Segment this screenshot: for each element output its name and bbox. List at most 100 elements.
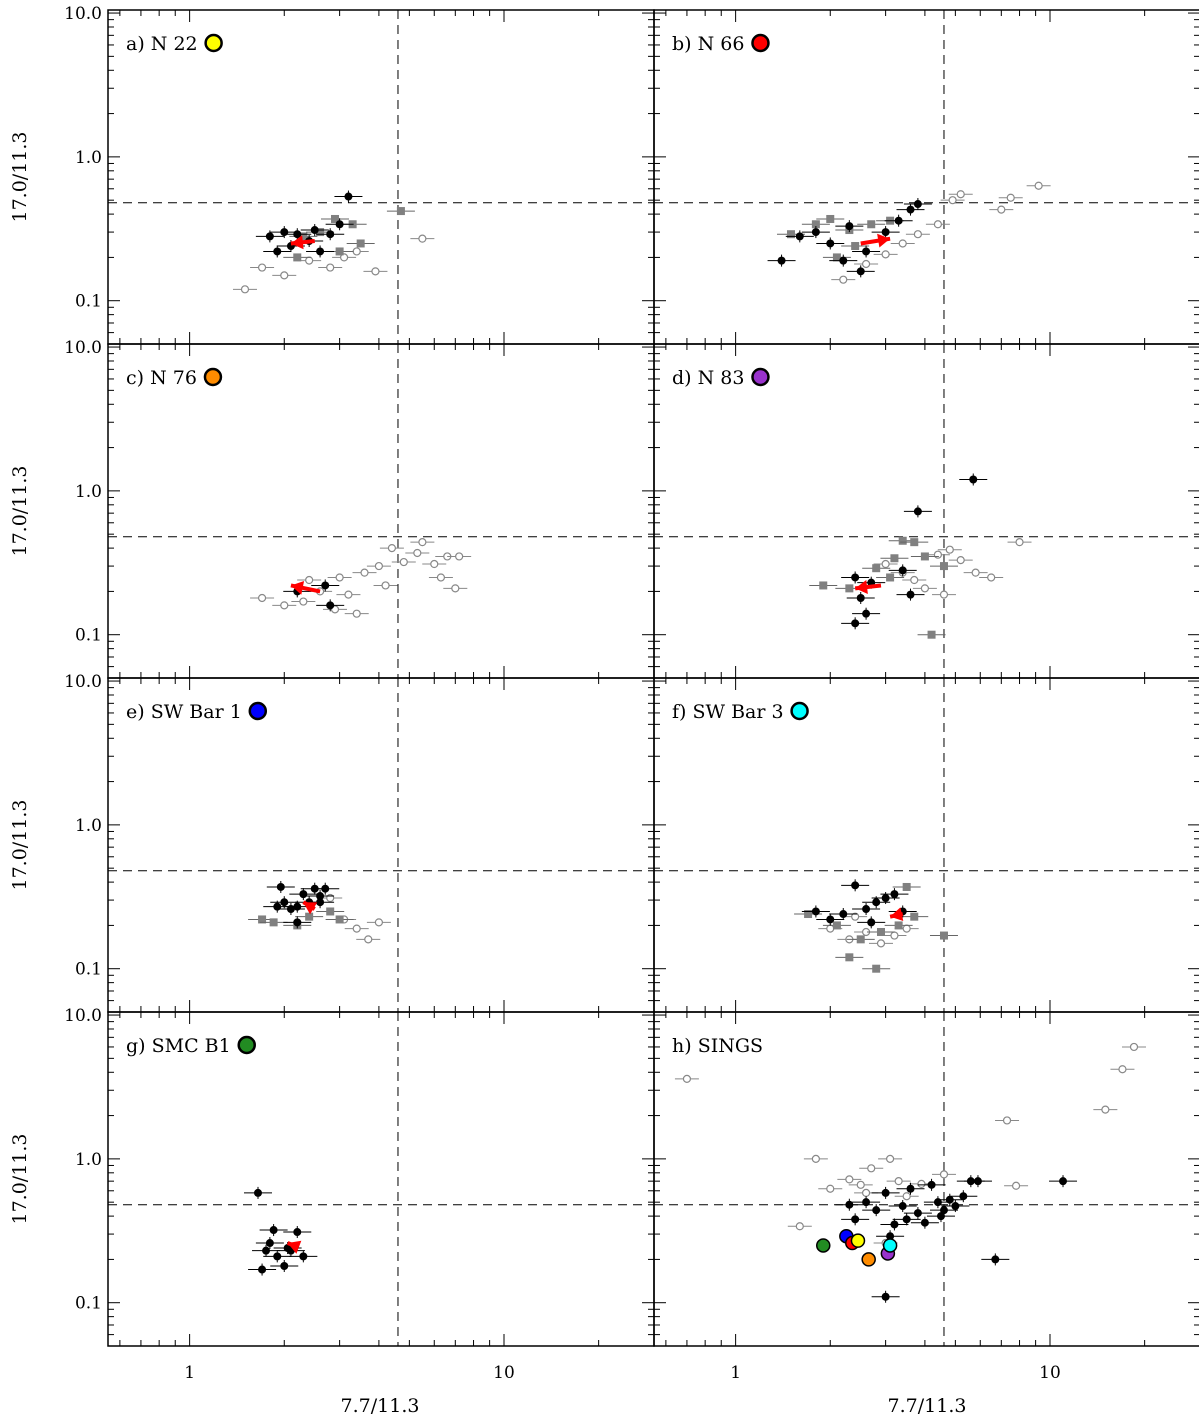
y-tick-label: 10.0 [64,4,102,24]
data-point-square [939,931,948,940]
data-point-filled [872,898,881,907]
y-tick-label: 1.0 [75,482,102,502]
data-point-open [913,230,922,239]
data-point-open [845,1175,854,1184]
data-point-filled [326,601,335,610]
data-point-filled [902,1215,911,1224]
data-point-filled [959,1192,968,1201]
data-point-filled [280,228,289,237]
data-point-square [335,915,344,924]
data-point-filled [991,1255,1000,1264]
data-point-open [1034,181,1043,190]
data-point-open [971,568,980,577]
data-point-square [902,882,911,891]
panel-label: g) SMC B1 [126,1035,231,1057]
data-point-filled [280,898,289,907]
data-point-open [257,593,267,603]
data-point-filled [845,1200,854,1209]
data-point-filled [845,222,854,231]
data-point-square [886,573,895,582]
data-point-open [1006,193,1015,202]
data-point-open [280,601,289,610]
data-point-filled [826,239,835,248]
data-point-open [920,584,929,593]
data-point-open [902,1192,911,1201]
data-point-open [856,1180,865,1189]
data-point-square [356,239,365,248]
data-point-open [956,190,965,199]
data-point-filled [862,609,871,618]
y-tick-label: 10.0 [64,1006,102,1026]
data-point-filled [881,1188,890,1197]
data-point-filled [777,256,786,265]
data-point-filled [906,1184,915,1193]
data-point-filled [856,267,865,276]
panel-label: a) N 22 [126,33,198,55]
y-tick-label: 0.1 [75,960,102,980]
panel-frame [107,343,655,679]
data-point-filled [321,581,330,590]
data-point-open [1015,538,1024,547]
panel-label: f) SW Bar 3 [672,701,784,723]
data-point-open [371,267,380,276]
data-point-square [832,921,841,930]
y-axis-title: 17.0/11.3 [9,465,31,556]
data-point-filled [881,228,890,237]
data-point-open [933,550,943,559]
data-point-filled [906,205,915,214]
data-point-filled [273,1252,282,1261]
data-point-open [861,1188,871,1198]
y-axis-title: 17.0/11.3 [9,799,31,890]
data-point-filled [920,1218,929,1227]
data-point-filled [839,910,848,919]
data-point-filled [344,192,353,201]
data-point-filled [872,1206,881,1215]
data-point-filled [936,1212,945,1221]
data-point-filled [293,902,302,911]
y-tick-label: 10.0 [64,672,102,692]
data-point-open [795,1222,804,1231]
data-point-open [933,220,943,229]
data-point-square [811,220,820,229]
data-point-open [374,918,383,927]
data-point-open [939,1170,949,1179]
data-point-square [804,910,813,919]
data-point-filled [881,894,890,903]
x-tick-label: 10 [1039,1363,1061,1383]
panel-label: h) SINGS [672,1035,763,1057]
data-point-filled [269,1226,278,1235]
data-point-square [845,953,854,962]
data-point-filled [913,1209,922,1218]
data-point-filled [881,1292,890,1301]
data-point-open [360,568,369,577]
data-point-filled [969,475,978,484]
data-point-open [876,939,886,948]
panel-color-marker [248,701,268,721]
data-point-open [455,552,464,561]
data-point-open [917,1179,926,1188]
data-point-filled [262,1246,271,1255]
data-point-open [1002,1116,1012,1125]
panel-label: e) SW Bar 1 [126,701,242,723]
data-point-filled [293,230,302,239]
data-point-square [867,220,876,229]
panel-color-marker [751,367,770,387]
data-point-open [240,285,250,294]
data-point-filled [890,890,899,899]
data-point-open [418,538,427,547]
data-point-open [339,253,349,262]
data-point-open [335,573,344,582]
data-point-open [890,931,899,940]
y-tick-label: 10.0 [64,338,102,358]
data-point-open [885,1154,895,1163]
data-point-filled [299,1252,308,1261]
panel-c: 0.1 1.0 10.0 17.0/11.3 c) N 76 [9,338,655,679]
data-point-filled [1059,1177,1068,1186]
panel-color-marker [203,367,223,387]
data-point-filled [258,1265,267,1274]
data-point-filled [913,200,922,209]
data-point-square [910,912,919,921]
data-point-square [335,247,344,256]
data-point-square [305,912,314,921]
data-point-filled [265,232,274,241]
